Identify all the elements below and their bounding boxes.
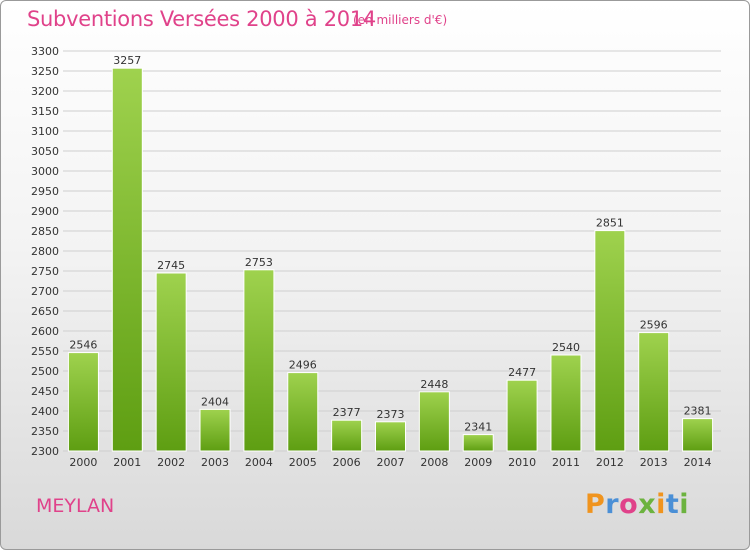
bar-2011: [550, 354, 582, 452]
y-tick-label: 2550: [31, 345, 59, 358]
commune-name: MEYLAN: [36, 495, 115, 517]
y-tick-label: 3150: [31, 105, 59, 118]
x-tick-label-2000: 2000: [69, 456, 97, 469]
y-tick-label: 2300: [31, 445, 59, 458]
logo-letter: P: [585, 489, 606, 520]
x-tick-label-2007: 2007: [377, 456, 405, 469]
value-label-2010: 2477: [508, 366, 536, 379]
y-tick-label: 3100: [31, 125, 59, 138]
y-tick-label: 2900: [31, 205, 59, 218]
value-label-2005: 2496: [289, 359, 317, 372]
logo-letter: o: [619, 489, 639, 520]
bar-2010: [506, 379, 538, 452]
bar-2007: [375, 421, 406, 452]
y-tick-label: 3300: [31, 45, 59, 58]
value-label-2004: 2753: [245, 256, 273, 269]
logo-letter: r: [605, 489, 620, 520]
y-tick-label: 2700: [31, 285, 59, 298]
y-tick-label: 2400: [31, 405, 59, 418]
x-tick-label-2006: 2006: [333, 456, 361, 469]
x-tick-label-2014: 2014: [684, 456, 712, 469]
bars: 2546 3257 2745 2404 2753 2496 2377 2373 2448 2341…: [67, 54, 714, 452]
x-tick-label-2004: 2004: [245, 456, 273, 469]
x-tick-label-2009: 2009: [464, 456, 492, 469]
value-label-2006: 2377: [333, 406, 361, 419]
value-label-2013: 2596: [640, 319, 668, 332]
x-tick-label-2013: 2013: [640, 456, 668, 469]
value-label-2014: 2381: [684, 405, 712, 418]
bar-2001: [111, 67, 143, 452]
y-tick-label: 2350: [31, 425, 59, 438]
logo-letter: x: [638, 489, 657, 520]
value-label-2009: 2341: [464, 421, 492, 434]
proxiti-logo: Proxiti: [585, 489, 689, 520]
x-tick-label-2012: 2012: [596, 456, 624, 469]
y-axis-ticks: 2300 2350 2400 2450 2500 2550 2600 2650 2700 2750…: [31, 45, 59, 458]
y-tick-label: 2600: [31, 325, 59, 338]
bar-2005: [287, 372, 319, 452]
y-tick-label: 2500: [31, 365, 59, 378]
value-label-2012: 2851: [596, 217, 624, 230]
y-tick-label: 2450: [31, 385, 59, 398]
bar-2003: [199, 408, 231, 452]
value-label-2002: 2745: [157, 259, 185, 272]
chart-title: Subventions Versées 2000 à 2014: [27, 7, 376, 31]
x-tick-label-2003: 2003: [201, 456, 229, 469]
x-tick-label-2005: 2005: [289, 456, 317, 469]
x-tick-label-2010: 2010: [508, 456, 536, 469]
logo-letter: i: [679, 489, 690, 520]
y-tick-label: 2950: [31, 185, 59, 198]
y-tick-label: 3050: [31, 145, 59, 158]
bar-2009: [462, 434, 494, 452]
bar-2004: [243, 269, 275, 452]
x-tick-label-2011: 2011: [552, 456, 580, 469]
y-tick-label: 2850: [31, 225, 59, 238]
y-tick-label: 3000: [31, 165, 59, 178]
bar-2013: [638, 332, 670, 452]
x-tick-label-2008: 2008: [420, 456, 448, 469]
bar-2002: [155, 272, 187, 452]
y-tick-label: 2650: [31, 305, 59, 318]
bar-2012: [594, 230, 626, 452]
y-tick-label: 2750: [31, 265, 59, 278]
value-label-2000: 2546: [69, 339, 97, 352]
value-label-2011: 2540: [552, 341, 580, 354]
value-label-2001: 3257: [113, 54, 141, 67]
x-tick-label-2001: 2001: [113, 456, 141, 469]
bar-2006: [331, 419, 363, 452]
y-tick-label: 3200: [31, 85, 59, 98]
logo-letter: t: [665, 489, 680, 520]
value-label-2008: 2448: [420, 378, 448, 391]
y-tick-label: 2800: [31, 245, 59, 258]
logo-letter: i: [656, 489, 666, 520]
bar-2014: [682, 418, 714, 452]
value-label-2007: 2373: [377, 408, 405, 421]
x-tick-label-2002: 2002: [157, 456, 185, 469]
chart-subtitle: (en milliers d'€): [353, 13, 448, 27]
bar-2008: [418, 391, 450, 452]
y-tick-label: 3250: [31, 65, 59, 78]
x-axis-ticks: 2000 2001 2002 2003 2004 2005 2006 2007 2008 2009…: [69, 456, 711, 469]
value-label-2003: 2404: [201, 395, 229, 408]
bar-2000: [67, 352, 99, 452]
